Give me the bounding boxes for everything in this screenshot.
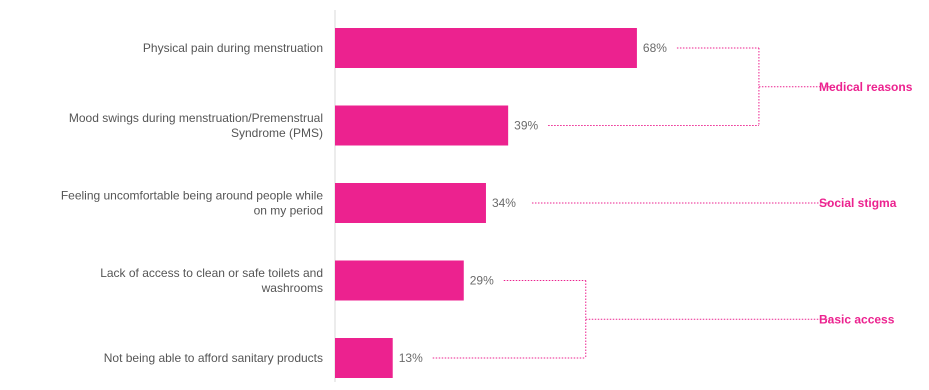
- bar: [335, 105, 509, 146]
- category-label-line: Mood swings during menstruation/Premenst…: [69, 111, 323, 125]
- category-label-line: Lack of access to clean or safe toilets …: [100, 266, 323, 280]
- category-label: Physical pain during menstruation: [143, 41, 323, 55]
- category-label-line: Not being able to afford sanitary produc…: [104, 351, 323, 365]
- category-label-line: washrooms: [261, 281, 323, 295]
- category-label-line: Physical pain during menstruation: [143, 41, 323, 55]
- category-label: Feeling uncomfortable being around peopl…: [61, 189, 324, 218]
- category-label-line: Feeling uncomfortable being around peopl…: [61, 189, 324, 203]
- group-label: Social stigma: [819, 196, 897, 210]
- bar: [335, 28, 637, 68]
- category-label: Lack of access to clean or safe toilets …: [100, 266, 323, 295]
- category-label-line: on my period: [254, 204, 323, 218]
- value-label: 39%: [514, 119, 538, 133]
- value-label: 34%: [492, 196, 516, 210]
- bar: [335, 338, 393, 378]
- group-label: Basic access: [819, 312, 895, 326]
- category-label: Mood swings during menstruation/Premenst…: [69, 111, 323, 140]
- category-label-line: Syndrome (PMS): [231, 126, 323, 140]
- category-label: Not being able to afford sanitary produc…: [104, 351, 323, 365]
- bar: [335, 260, 464, 301]
- bar: [335, 183, 486, 223]
- value-label: 13%: [399, 351, 423, 365]
- value-label: 29%: [470, 274, 494, 288]
- group-label: Medical reasons: [819, 80, 913, 94]
- value-label: 68%: [643, 41, 667, 55]
